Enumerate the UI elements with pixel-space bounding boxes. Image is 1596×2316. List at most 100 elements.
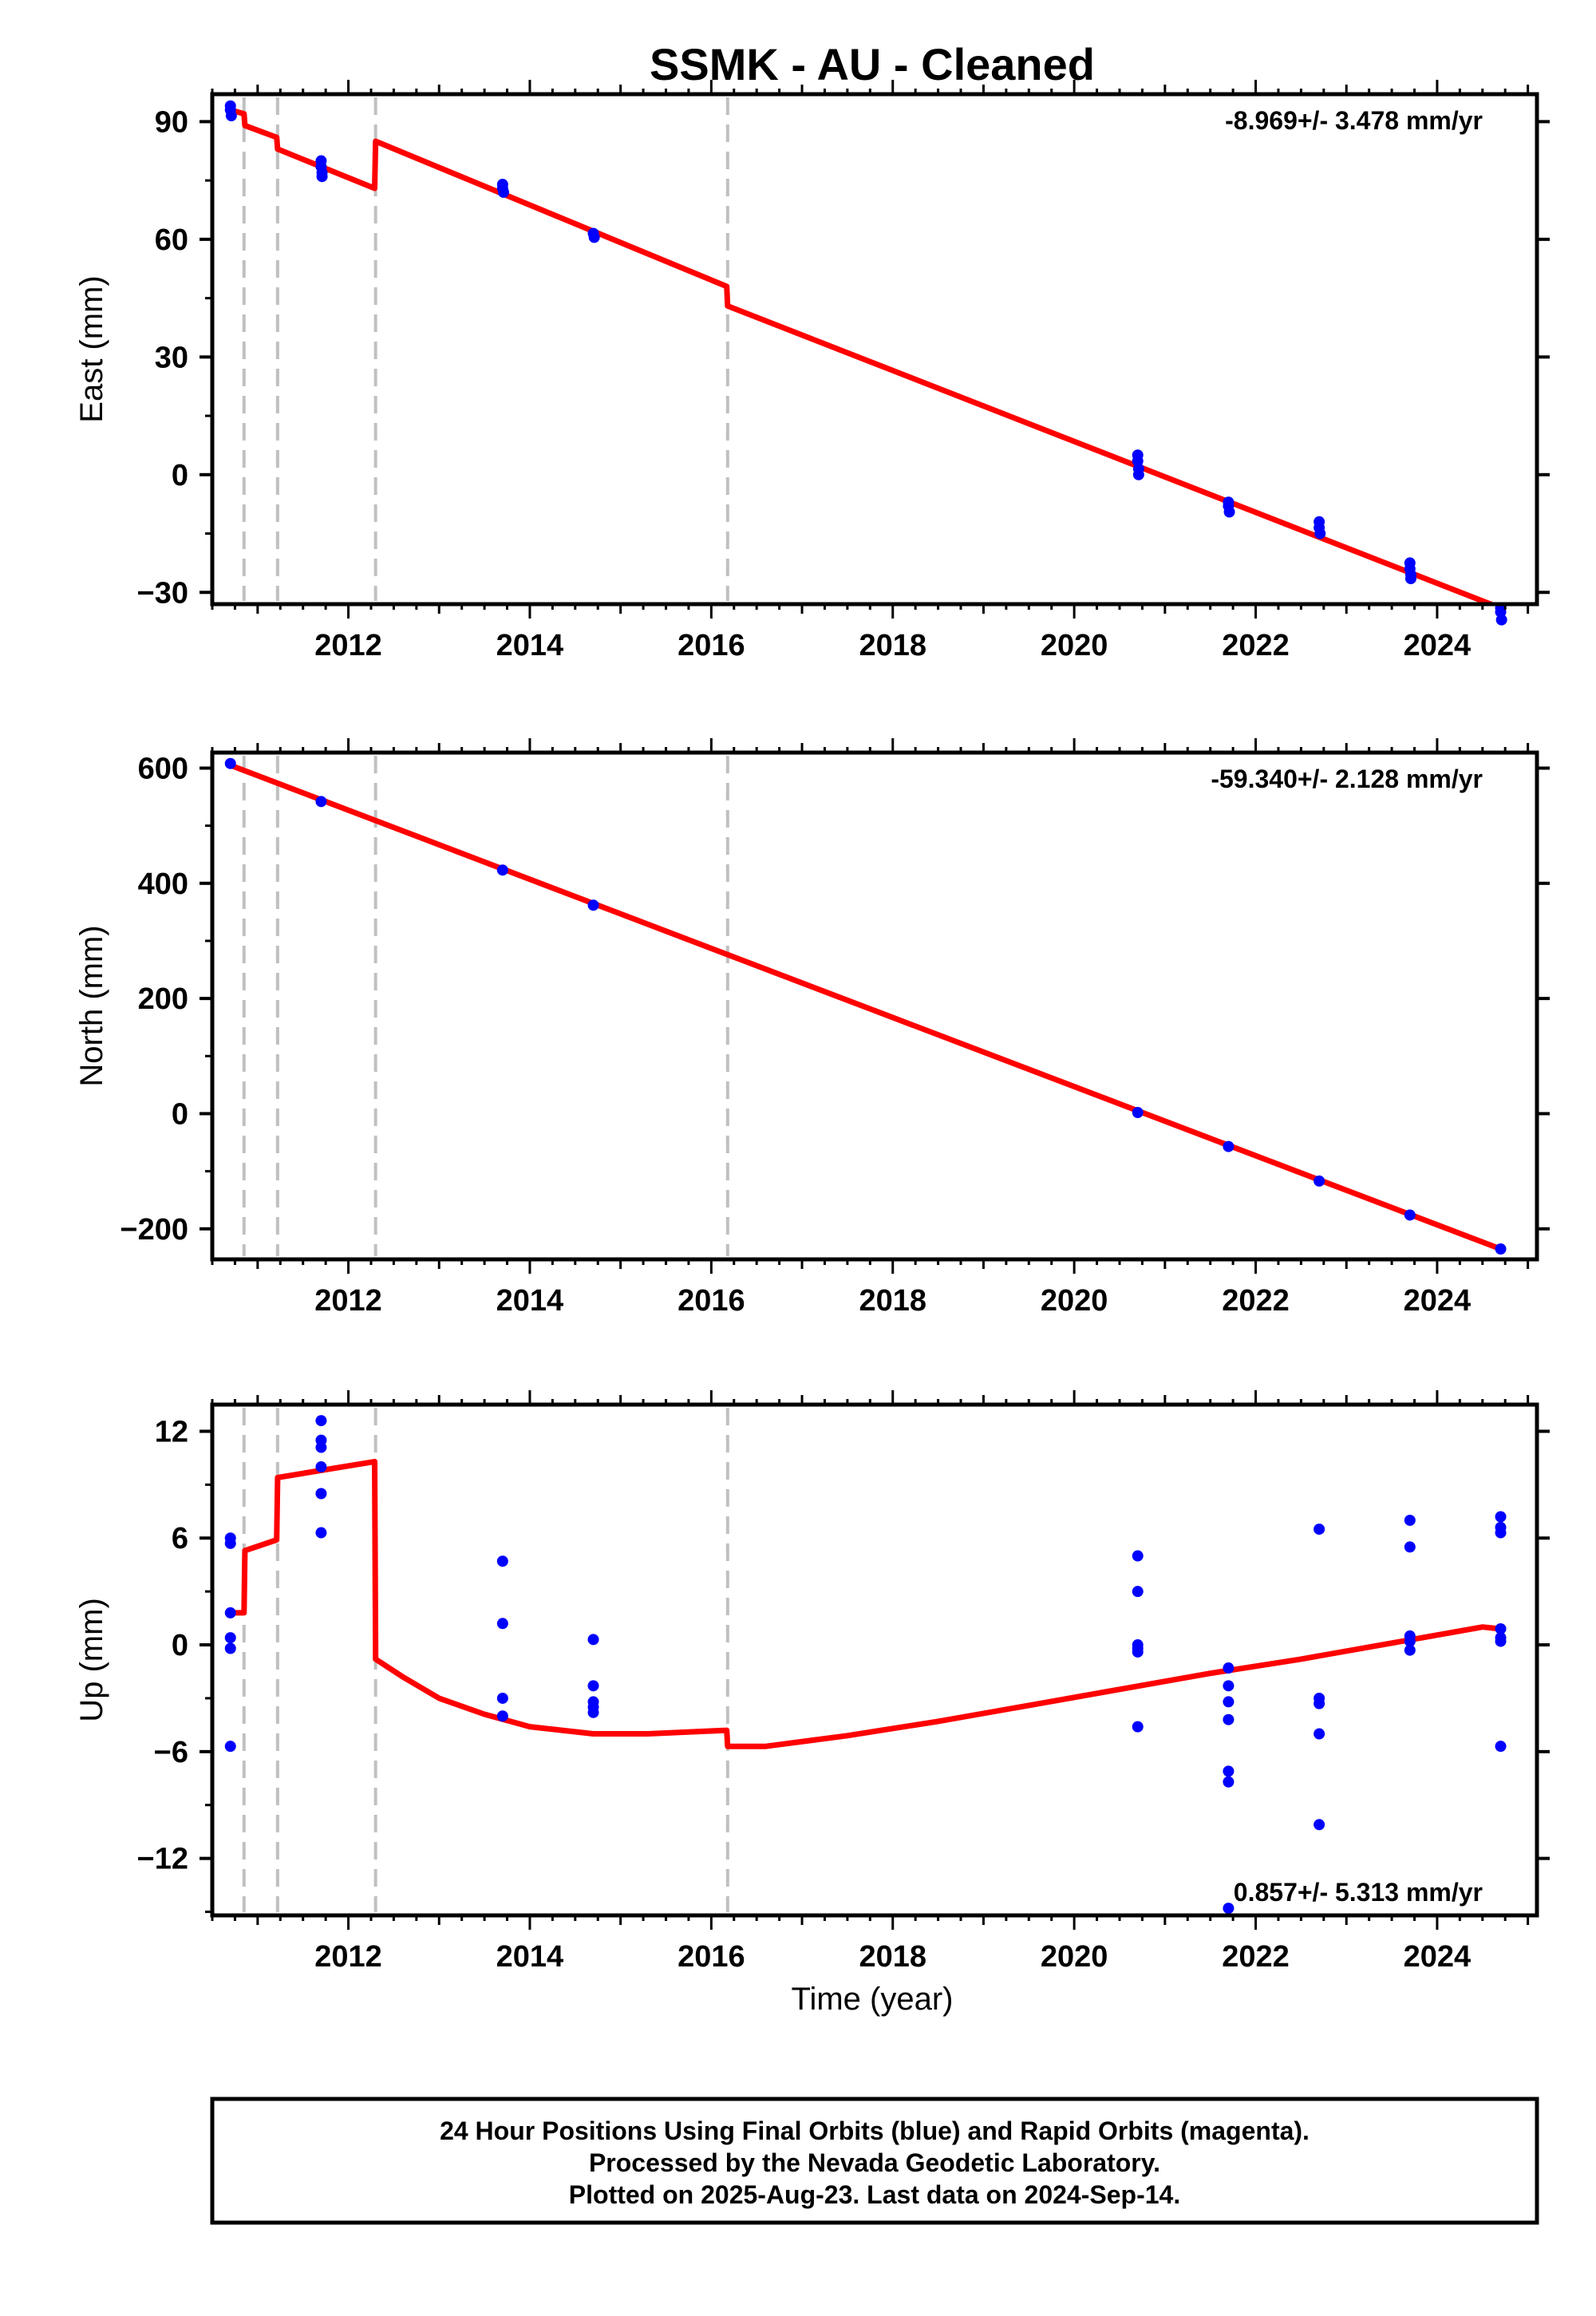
x-tick-label: 2016	[678, 629, 745, 662]
x-tick-label: 2014	[496, 629, 564, 662]
east-panel: −30 0 30 60 90 2012 2014 2016 2018 2020 2022 2024 Ea…	[74, 80, 1550, 662]
data-point	[1132, 1106, 1144, 1118]
data-point	[1223, 506, 1235, 518]
data-point	[587, 1680, 599, 1692]
y-tick-label: 0	[172, 1097, 188, 1131]
up-panel: −12 −6 0 6 12 2012 2014 2016 2018 2020 2022 2024 Up …	[74, 1390, 1550, 1974]
footer-box	[210, 2097, 1539, 2225]
y-tick-label: 6	[172, 1522, 188, 1555]
plot-frame	[210, 1402, 1539, 1918]
data-point	[1223, 1713, 1235, 1725]
y-tick-label: −12	[137, 1843, 188, 1876]
data-point	[315, 1461, 327, 1473]
rate-annotation: 0.857+/- 5.313 mm/yr	[1234, 1878, 1483, 1907]
x-tick-label: 2014	[496, 1940, 564, 1974]
data-point	[1314, 1175, 1325, 1187]
footer-line-1: 24 Hour Positions Using Final Orbits (bl…	[440, 2116, 1310, 2145]
x-tick-label: 2012	[314, 1940, 382, 1974]
x-tick-label: 2016	[678, 1284, 745, 1318]
y-axis-label: North (mm)	[74, 925, 109, 1086]
data-point	[496, 1555, 508, 1567]
x-tick-label: 2022	[1222, 1284, 1290, 1318]
y-tick-label: −30	[137, 576, 188, 610]
y-axis-label: East (mm)	[74, 275, 109, 422]
data-point	[1495, 1243, 1507, 1255]
x-tick-label: 2012	[314, 629, 382, 662]
data-point	[496, 864, 508, 876]
data-point	[1495, 1527, 1507, 1539]
x-tick-label: 2024	[1404, 1284, 1472, 1318]
data-point	[315, 1441, 327, 1453]
rate-annotation: -59.340+/- 2.128 mm/yr	[1211, 765, 1483, 793]
x-tick-label: 2020	[1041, 1284, 1108, 1318]
x-tick-label: 2018	[859, 1940, 926, 1974]
data-point	[587, 899, 599, 911]
y-tick-label: 30	[155, 341, 188, 374]
north-panel: −200 0 200 400 600 2012 2014 2016 2018 2020 2022 20…	[74, 738, 1550, 1318]
x-tick-label: 2018	[859, 629, 926, 662]
plot-frame	[210, 750, 1539, 1262]
footer-line-2: Processed by the Nevada Geodetic Laborat…	[589, 2148, 1160, 2177]
data-point	[1223, 1680, 1235, 1692]
x-tick-label: 2022	[1222, 1940, 1290, 1974]
data-point	[1314, 1697, 1325, 1709]
data-point	[316, 171, 328, 183]
data-point	[315, 1527, 327, 1539]
model-fit-line	[229, 107, 1499, 604]
x-tick-label: 2024	[1404, 1940, 1472, 1974]
data-point	[497, 186, 509, 198]
footer-line-3: Plotted on 2025-Aug-23. Last data on 202…	[569, 2180, 1180, 2209]
data-point	[496, 1618, 508, 1630]
x-tick-label: 2012	[314, 1284, 382, 1318]
y-tick-label: 0	[172, 1629, 188, 1662]
data-point	[1223, 1696, 1235, 1708]
data-point	[1314, 528, 1326, 539]
data-point	[1132, 1646, 1144, 1658]
data-point	[1314, 1819, 1325, 1831]
y-tick-label: 0	[172, 459, 188, 492]
y-axis-label: Up (mm)	[74, 1598, 109, 1722]
data-point	[496, 1710, 508, 1722]
data-point	[1132, 1721, 1144, 1733]
x-tick-label: 2018	[859, 1284, 926, 1318]
data-point	[1404, 1209, 1416, 1221]
rate-annotation: -8.969+/- 3.478 mm/yr	[1225, 106, 1483, 135]
plot-frame	[210, 92, 1539, 607]
data-point	[315, 1415, 327, 1427]
data-point	[224, 1607, 236, 1618]
y-tick-label: 400	[138, 868, 188, 901]
data-point	[1223, 1140, 1235, 1152]
data-point	[1132, 468, 1144, 480]
x-tick-label: 2014	[496, 1284, 564, 1318]
data-point	[1223, 1776, 1235, 1788]
data-point	[1495, 1622, 1507, 1634]
data-point	[315, 1488, 327, 1500]
data-point	[1223, 1903, 1235, 1915]
data-point	[1495, 1635, 1507, 1647]
data-point	[224, 1642, 236, 1654]
data-point	[1132, 1586, 1144, 1598]
data-point	[1314, 1524, 1325, 1535]
data-point	[1495, 1511, 1507, 1523]
data-point	[588, 231, 600, 243]
data-point	[1495, 614, 1507, 626]
y-tick-label: 12	[155, 1415, 188, 1448]
data-point	[315, 796, 327, 808]
data-point	[1404, 1644, 1416, 1656]
data-point	[225, 110, 237, 122]
y-tick-label: 90	[155, 105, 188, 139]
data-point	[224, 1537, 236, 1549]
y-tick-label: 200	[138, 982, 188, 1016]
data-point	[1404, 1514, 1416, 1526]
x-tick-label: 2020	[1041, 1940, 1108, 1974]
data-point	[224, 1632, 236, 1644]
data-point	[1404, 1541, 1416, 1553]
data-point	[1223, 1662, 1235, 1674]
data-point	[1404, 1635, 1416, 1647]
model-fit-line	[230, 1458, 1501, 1749]
data-point	[1314, 1728, 1325, 1740]
data-point	[224, 1741, 236, 1753]
x-tick-label: 2020	[1041, 629, 1108, 662]
x-tick-label: 2016	[678, 1940, 745, 1974]
